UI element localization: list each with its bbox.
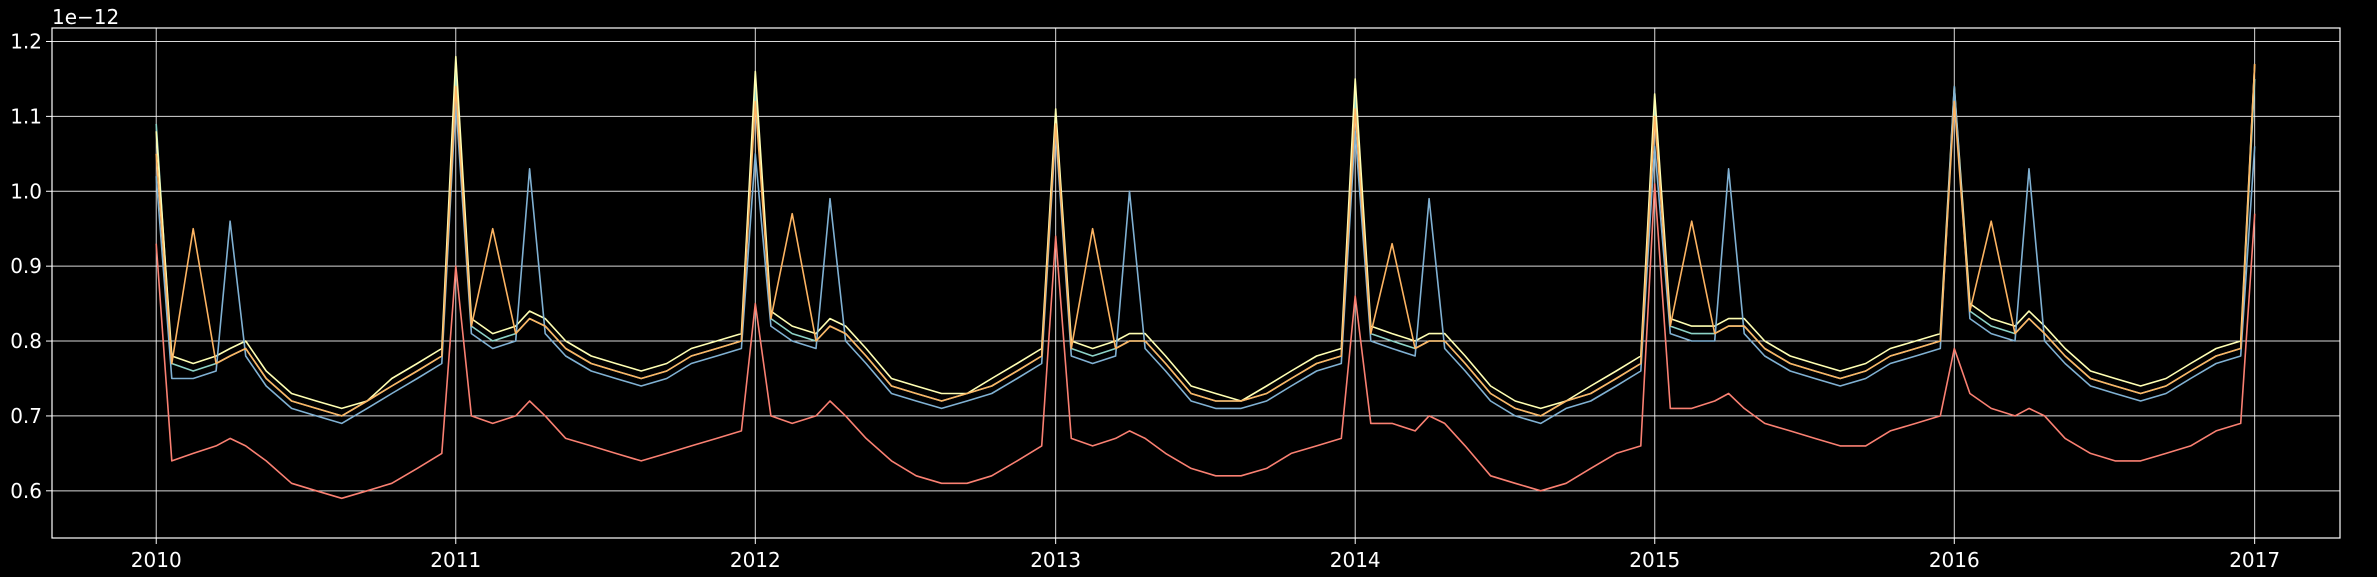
series-line-2 (155, 55, 2256, 410)
y-axis-offset-label: 1e−12 (52, 5, 119, 29)
y-tick-label: 0.8 (10, 329, 42, 353)
y-tick-label: 0.9 (10, 254, 42, 278)
series-line-3 (155, 183, 2256, 500)
series-line-5 (155, 63, 2256, 417)
x-tick-label: 2012 (730, 548, 781, 572)
y-tick-label: 1.1 (10, 104, 42, 128)
x-tick-label: 2015 (1629, 548, 1680, 572)
x-tick-label: 2010 (131, 548, 182, 572)
y-tick-label: 0.7 (10, 404, 42, 428)
series-lines (155, 55, 2256, 500)
x-tick-label: 2017 (2229, 548, 2280, 572)
y-tick-label: 0.6 (10, 479, 42, 503)
y-tick-label: 1.2 (10, 29, 42, 53)
plot-frame (51, 27, 2341, 539)
y-tick-label: 1.0 (10, 179, 42, 203)
x-tick-label: 2013 (1030, 548, 1081, 572)
x-tick-label: 2016 (1929, 548, 1980, 572)
x-tick-label: 2014 (1330, 548, 1381, 572)
series-line-4 (155, 85, 2256, 425)
axis-ticks: 2010 2011 2012 2013 2014 2015 2016 2017 0.6 0.7 0.… (10, 29, 2280, 572)
x-tick-label: 2011 (430, 548, 481, 572)
